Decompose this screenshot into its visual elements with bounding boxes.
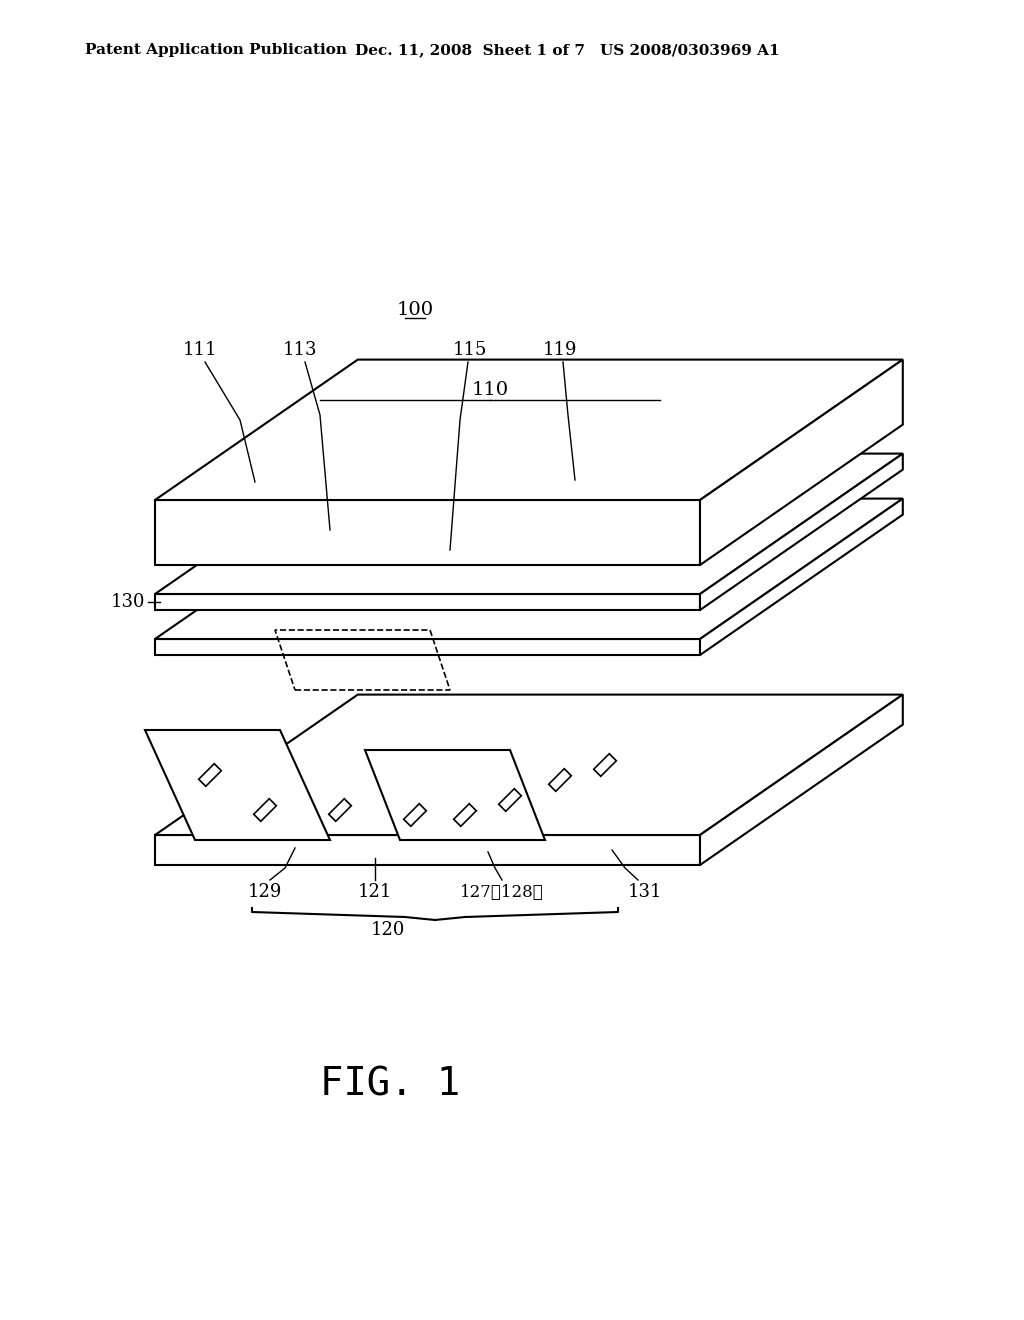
Text: 121: 121 bbox=[357, 883, 392, 902]
Bar bbox=[454, 804, 476, 826]
Text: 113: 113 bbox=[283, 341, 317, 359]
Bar bbox=[549, 768, 571, 791]
Polygon shape bbox=[155, 594, 700, 610]
Bar bbox=[199, 764, 221, 787]
Polygon shape bbox=[155, 454, 903, 594]
Polygon shape bbox=[700, 454, 903, 610]
Text: 111: 111 bbox=[182, 341, 217, 359]
Text: 119: 119 bbox=[543, 341, 578, 359]
Text: 100: 100 bbox=[396, 301, 433, 319]
Polygon shape bbox=[155, 359, 903, 500]
Bar bbox=[329, 799, 351, 821]
Text: FIG. 1: FIG. 1 bbox=[319, 1067, 460, 1104]
Polygon shape bbox=[700, 499, 903, 655]
Polygon shape bbox=[145, 730, 330, 840]
Text: 115: 115 bbox=[453, 341, 487, 359]
Bar bbox=[594, 754, 616, 776]
Text: 127（128）: 127（128） bbox=[460, 883, 544, 900]
Text: 120: 120 bbox=[371, 921, 406, 939]
Polygon shape bbox=[700, 694, 903, 865]
Bar bbox=[499, 788, 521, 812]
Text: 130: 130 bbox=[111, 593, 145, 611]
Text: US 2008/0303969 A1: US 2008/0303969 A1 bbox=[600, 44, 779, 57]
Polygon shape bbox=[155, 836, 700, 865]
Bar bbox=[403, 804, 426, 826]
Polygon shape bbox=[155, 500, 700, 565]
Text: Patent Application Publication: Patent Application Publication bbox=[85, 44, 347, 57]
Polygon shape bbox=[155, 639, 700, 655]
Text: Dec. 11, 2008  Sheet 1 of 7: Dec. 11, 2008 Sheet 1 of 7 bbox=[355, 44, 585, 57]
Bar bbox=[254, 799, 276, 821]
Polygon shape bbox=[700, 359, 903, 565]
Polygon shape bbox=[365, 750, 545, 840]
Text: 131: 131 bbox=[628, 883, 663, 902]
Text: 129: 129 bbox=[248, 883, 283, 902]
Text: 110: 110 bbox=[471, 381, 509, 399]
Polygon shape bbox=[155, 694, 903, 836]
Polygon shape bbox=[155, 499, 903, 639]
